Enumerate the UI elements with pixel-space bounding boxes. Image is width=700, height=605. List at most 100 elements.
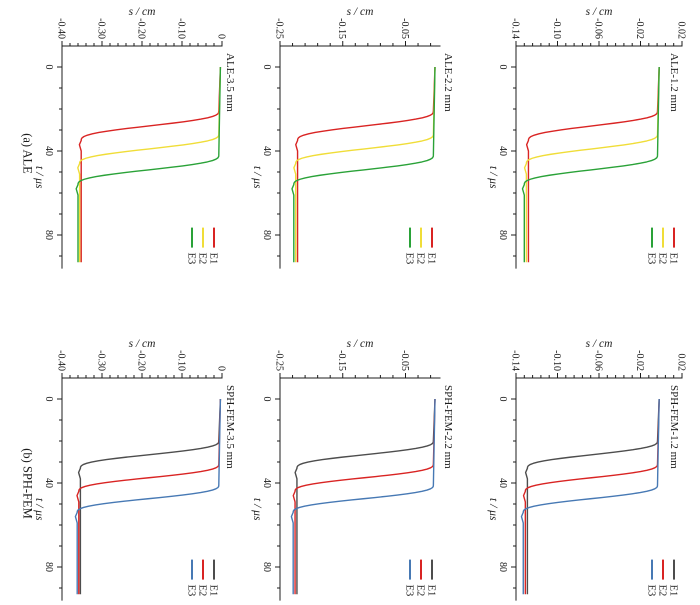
subplot-title: ALE-2.2 mm (442, 53, 454, 112)
s-tick-label: -0.10 (551, 350, 562, 371)
legend: E3 E2 E1 (186, 559, 219, 597)
curve-E2 (523, 66, 660, 263)
s-tick-label: -0.40 (56, 350, 67, 371)
s-axis-label: s / cm (129, 6, 156, 18)
s-tick-label: -0.20 (136, 18, 147, 39)
s-tick-label: -0.14 (510, 350, 521, 371)
axes (275, 41, 441, 269)
s-tick-label: -0.05 (399, 18, 410, 39)
t-tick-label: 0 (261, 397, 272, 402)
curve-E2 (292, 398, 436, 595)
legend-label-E3: E3 (646, 585, 657, 597)
t-tick-label: 0 (497, 397, 508, 402)
s-tick-label: -0.10 (176, 350, 187, 371)
axes (57, 41, 223, 269)
legend: E3 E2 E1 (646, 227, 679, 265)
s-tick-label: 0.02 (676, 22, 687, 40)
legend: E3 E2 E1 (646, 559, 679, 597)
legend-label-E1: E1 (668, 253, 679, 265)
legend-label-E3: E3 (186, 253, 197, 265)
s-tick-label: -0.02 (634, 18, 645, 39)
subplot-title: ALE-1.2 mm (668, 53, 680, 112)
s-tick-label: -0.15 (336, 18, 347, 39)
t-tick-label: 80 (261, 230, 272, 240)
subplot-sph-fem-1.2-mm: -0.14 -0.10 -0.06 -0.02 0.02 0 40 80 s / cm t / μ… (487, 338, 687, 601)
t-tick-label: 0 (497, 65, 508, 70)
s-axis-label: s / cm (586, 338, 613, 350)
curve-E3 (521, 66, 660, 263)
t-tick-label: 80 (261, 562, 272, 572)
legend-label-E2: E2 (415, 253, 426, 265)
legend-label-E1: E1 (208, 253, 219, 265)
curve-E3 (74, 398, 222, 595)
s-axis-label: s / cm (586, 6, 613, 18)
legend-label-E3: E3 (186, 585, 197, 597)
curve-E3 (520, 398, 660, 595)
curve-E1 (78, 66, 222, 263)
t-tick-label: 40 (43, 146, 54, 156)
axes (275, 373, 441, 601)
s-tick-label: -0.20 (136, 350, 147, 371)
curve-E1 (524, 398, 660, 595)
s-tick-label: -0.40 (56, 18, 67, 39)
subplot-ale-1.2-mm: -0.14 -0.10 -0.06 -0.02 0.02 0 40 80 s / cm t / μ… (487, 6, 687, 269)
curve-E2 (293, 66, 436, 263)
s-tick-label: -0.30 (96, 350, 107, 371)
t-axis-label: t / μs (251, 498, 263, 521)
t-tick-label: 40 (261, 478, 272, 488)
curve-E3 (290, 398, 436, 595)
curve-E3 (75, 66, 222, 263)
t-tick-label: 80 (43, 230, 54, 240)
curve-E3 (291, 66, 436, 263)
legend: E3 E2 E1 (404, 559, 437, 597)
subplot-ale-2.2-mm: -0.25 -0.15 -0.05 0 40 80 s / cm t / μs ALE-2.2 … (251, 6, 454, 269)
s-tick-label: -0.15 (336, 350, 347, 371)
t-tick-label: 40 (497, 478, 508, 488)
t-tick-label: 80 (43, 562, 54, 572)
s-tick-label: -0.02 (634, 350, 645, 371)
t-axis-label: t / μs (487, 498, 499, 521)
legend: E3 E2 E1 (186, 227, 219, 265)
t-tick-label: 0 (43, 397, 54, 402)
t-axis-label: t / μs (33, 166, 45, 189)
legend-label-E1: E1 (208, 585, 219, 597)
legend-label-E2: E2 (197, 253, 208, 265)
s-tick-label: -0.25 (274, 350, 285, 371)
t-axis-label: t / μs (33, 498, 45, 521)
curve-E2 (522, 398, 660, 595)
s-tick-label: 0 (216, 34, 227, 39)
s-axis-label: s / cm (129, 338, 156, 350)
s-tick-label: -0.06 (593, 350, 604, 371)
legend-label-E1: E1 (668, 585, 679, 597)
legend-label-E2: E2 (415, 585, 426, 597)
s-axis-label: s / cm (347, 6, 374, 18)
subplot-title: SPH-FEM-2.2 mm (442, 385, 454, 469)
axes (511, 373, 683, 601)
s-tick-label: 0.02 (676, 354, 687, 372)
t-tick-label: 40 (497, 146, 508, 156)
subplot-ale-3.5-mm: -0.40 -0.30 -0.20 -0.10 0 0 40 80 s / cm t / μs AL… (33, 6, 236, 269)
legend-label-E2: E2 (657, 253, 668, 265)
legend-label-E2: E2 (197, 585, 208, 597)
s-axis-label: s / cm (347, 338, 374, 350)
s-tick-label: -0.10 (176, 18, 187, 39)
t-axis-label: t / μs (251, 166, 263, 189)
legend-label-E3: E3 (646, 253, 657, 265)
legend-label-E2: E2 (657, 585, 668, 597)
subplot-sph-fem-2.2-mm: -0.25 -0.15 -0.05 0 40 80 s / cm t / μs SPH-FEM-… (251, 338, 454, 601)
curve-E1 (77, 398, 222, 595)
t-tick-label: 40 (43, 478, 54, 488)
t-tick-label: 80 (497, 230, 508, 240)
t-tick-label: 80 (497, 562, 508, 572)
subplot-sph-fem-3.5-mm: -0.40 -0.30 -0.20 -0.10 0 0 40 80 s / cm t / μs SP… (33, 338, 236, 601)
t-tick-label: 40 (261, 146, 272, 156)
subplot-title: SPH-FEM-3.5 mm (224, 385, 236, 469)
curve-E1 (525, 66, 660, 263)
t-axis-label: t / μs (487, 166, 499, 189)
curve-E2 (76, 398, 222, 595)
axes (57, 373, 223, 601)
curve-E1 (294, 398, 436, 595)
s-tick-label: 0 (216, 366, 227, 371)
curve-E1 (295, 66, 436, 263)
subplot-title: SPH-FEM-1.2 mm (668, 385, 680, 469)
